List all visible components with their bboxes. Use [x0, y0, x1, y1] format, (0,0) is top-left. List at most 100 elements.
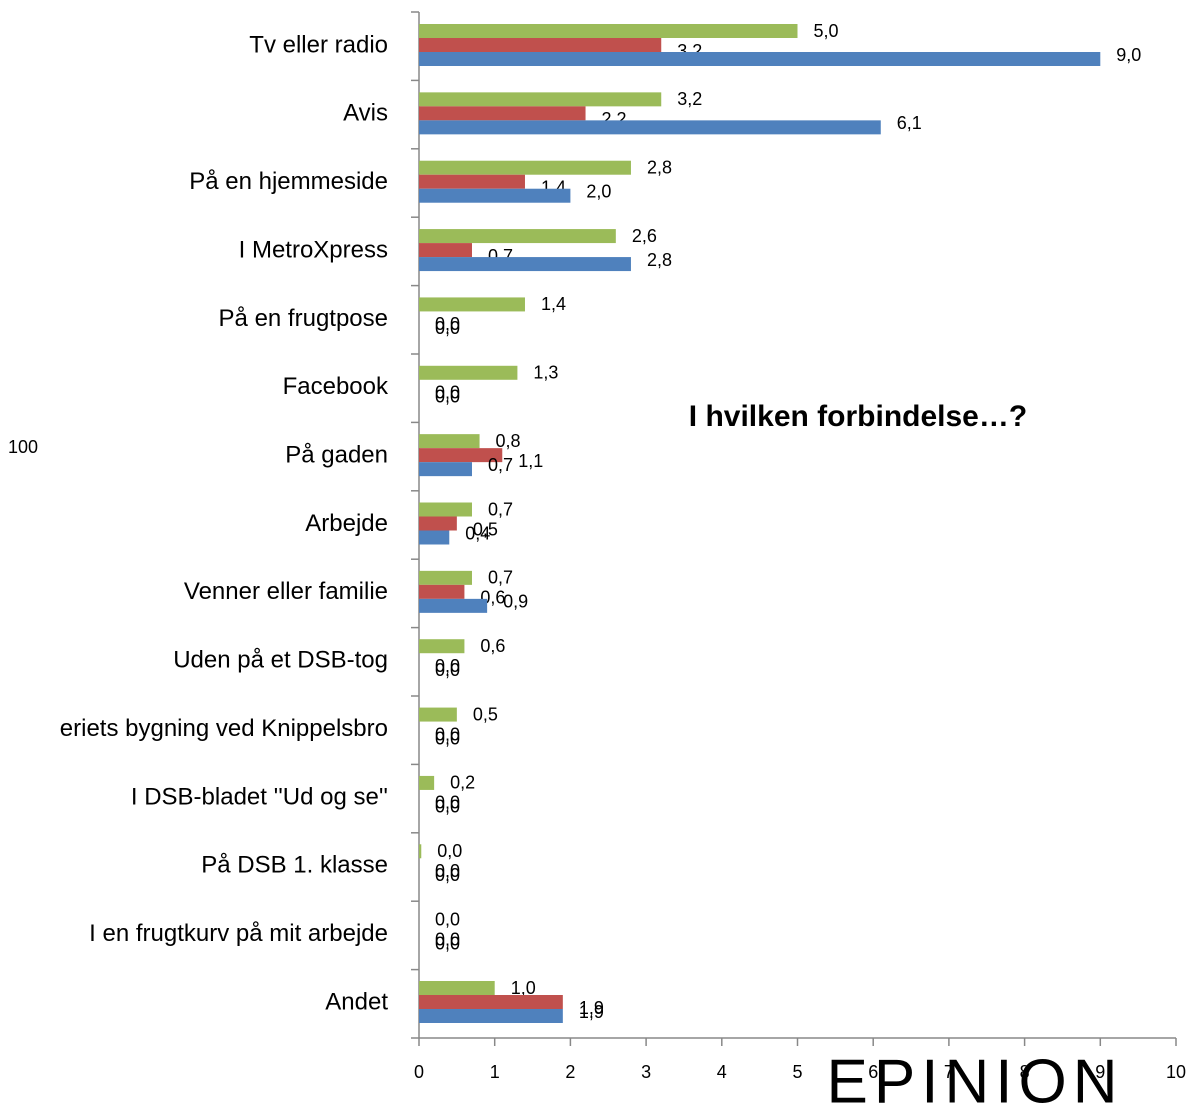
- x-tick-label: 9: [1095, 1062, 1105, 1082]
- x-tick-label: 2: [565, 1062, 575, 1082]
- value-label: 1,9: [579, 998, 604, 1018]
- bar: [419, 365, 518, 380]
- value-label: 0,7: [488, 499, 513, 519]
- value-label: 0,0: [437, 841, 462, 861]
- value-label: 0,0: [435, 933, 460, 953]
- bar: [419, 243, 472, 258]
- value-label: 0,0: [435, 865, 460, 885]
- value-label: 0,0: [435, 314, 460, 334]
- bar: [419, 38, 662, 52]
- value-label: 0,7: [488, 455, 513, 475]
- x-tick-label: 5: [792, 1062, 802, 1082]
- value-label: 2,8: [647, 157, 672, 177]
- value-label: 0,0: [435, 387, 460, 407]
- category-label: På DSB 1. klasse: [201, 852, 388, 879]
- category-label: På en hjemmeside: [189, 168, 388, 195]
- logo: EPINION: [827, 1047, 1124, 1116]
- category-label: Avis: [343, 100, 388, 127]
- value-label: 0,0: [435, 318, 460, 338]
- bar: [419, 174, 525, 189]
- bar: [419, 297, 525, 312]
- value-label: 0,2: [450, 773, 475, 793]
- value-label: 0,5: [473, 519, 498, 539]
- chart-title: I hvilken forbindelse…?: [689, 400, 1027, 433]
- x-tick-label: 10: [1166, 1062, 1186, 1082]
- bar: [419, 516, 457, 531]
- category-label: Tv eller radio: [249, 31, 388, 58]
- bar: [419, 981, 495, 995]
- value-label: 0,0: [435, 724, 460, 744]
- category-label: På en frugtpose: [219, 305, 388, 332]
- bar: [419, 707, 457, 722]
- x-tick-label: 0: [414, 1062, 424, 1082]
- bar: [419, 1009, 563, 1023]
- bar: [419, 92, 662, 107]
- bar: [419, 120, 881, 135]
- bar: [419, 229, 616, 244]
- bar: [419, 530, 450, 545]
- bar: [419, 462, 472, 477]
- value-label: 0,4: [465, 523, 490, 543]
- bar: [419, 24, 798, 38]
- category-label: Uden på et DSB-tog: [173, 647, 388, 674]
- category-label: I MetroXpress: [239, 236, 388, 263]
- bar: [419, 570, 472, 585]
- bar: [419, 448, 503, 463]
- x-tick-label: 8: [1020, 1062, 1030, 1082]
- value-label: 0,6: [480, 636, 505, 656]
- category-label: Venner eller familie: [184, 578, 388, 605]
- value-label: 0,0: [435, 728, 460, 748]
- value-label: 2,8: [647, 250, 672, 270]
- value-label: 3,2: [677, 89, 702, 109]
- annotation: 100: [8, 437, 38, 457]
- value-label: 0,8: [496, 431, 521, 451]
- value-label: 0,9: [503, 592, 528, 612]
- bar: [419, 106, 586, 121]
- category-label: I en frugtkurv på mit arbejde: [89, 920, 388, 947]
- category-label: I DSB-bladet ''Ud og se'': [131, 783, 388, 810]
- x-tick-label: 7: [944, 1062, 954, 1082]
- x-tick-label: 1: [490, 1062, 500, 1082]
- bar: [419, 502, 472, 517]
- bar: [419, 775, 435, 790]
- bar: [419, 639, 465, 654]
- x-tick-label: 6: [868, 1062, 878, 1082]
- value-label: 1,4: [541, 294, 566, 314]
- bar: [419, 160, 631, 175]
- x-tick-label: 3: [641, 1062, 651, 1082]
- value-label: 0,0: [435, 909, 460, 929]
- value-label: 6,1: [897, 113, 922, 133]
- category-label: Facebook: [283, 373, 389, 400]
- bar: [419, 598, 488, 613]
- value-label: 1,1: [518, 451, 543, 471]
- value-label: 2,0: [586, 181, 611, 201]
- x-tick-label: 4: [717, 1062, 727, 1082]
- bar: [419, 844, 422, 859]
- value-label: 9,0: [1116, 45, 1141, 65]
- category-label: Arbejde: [305, 510, 388, 537]
- category-label: Andet: [325, 988, 388, 1015]
- value-label: 0,0: [435, 656, 460, 676]
- value-label: 0,7: [488, 568, 513, 588]
- bar: [419, 52, 1101, 66]
- value-label: 5,0: [814, 21, 839, 41]
- bar: [419, 584, 465, 599]
- value-label: 0,0: [435, 660, 460, 680]
- category-label: eriets bygning ved Knippelsbro: [60, 715, 388, 742]
- bar: [419, 434, 480, 449]
- value-label: 0,0: [435, 929, 460, 949]
- bar: [419, 257, 631, 272]
- value-label: 0,0: [435, 861, 460, 881]
- value-label: 0,0: [435, 797, 460, 817]
- value-label: 2,6: [632, 226, 657, 246]
- value-label: 0,5: [473, 704, 498, 724]
- value-label: 1,0: [511, 978, 536, 998]
- category-label: På gaden: [285, 441, 388, 468]
- value-label: 0,0: [435, 793, 460, 813]
- bar: [419, 188, 571, 203]
- value-label: 0,0: [435, 383, 460, 403]
- bar: [419, 995, 563, 1009]
- value-label: 1,9: [579, 1002, 604, 1022]
- value-label: 1,3: [533, 363, 558, 383]
